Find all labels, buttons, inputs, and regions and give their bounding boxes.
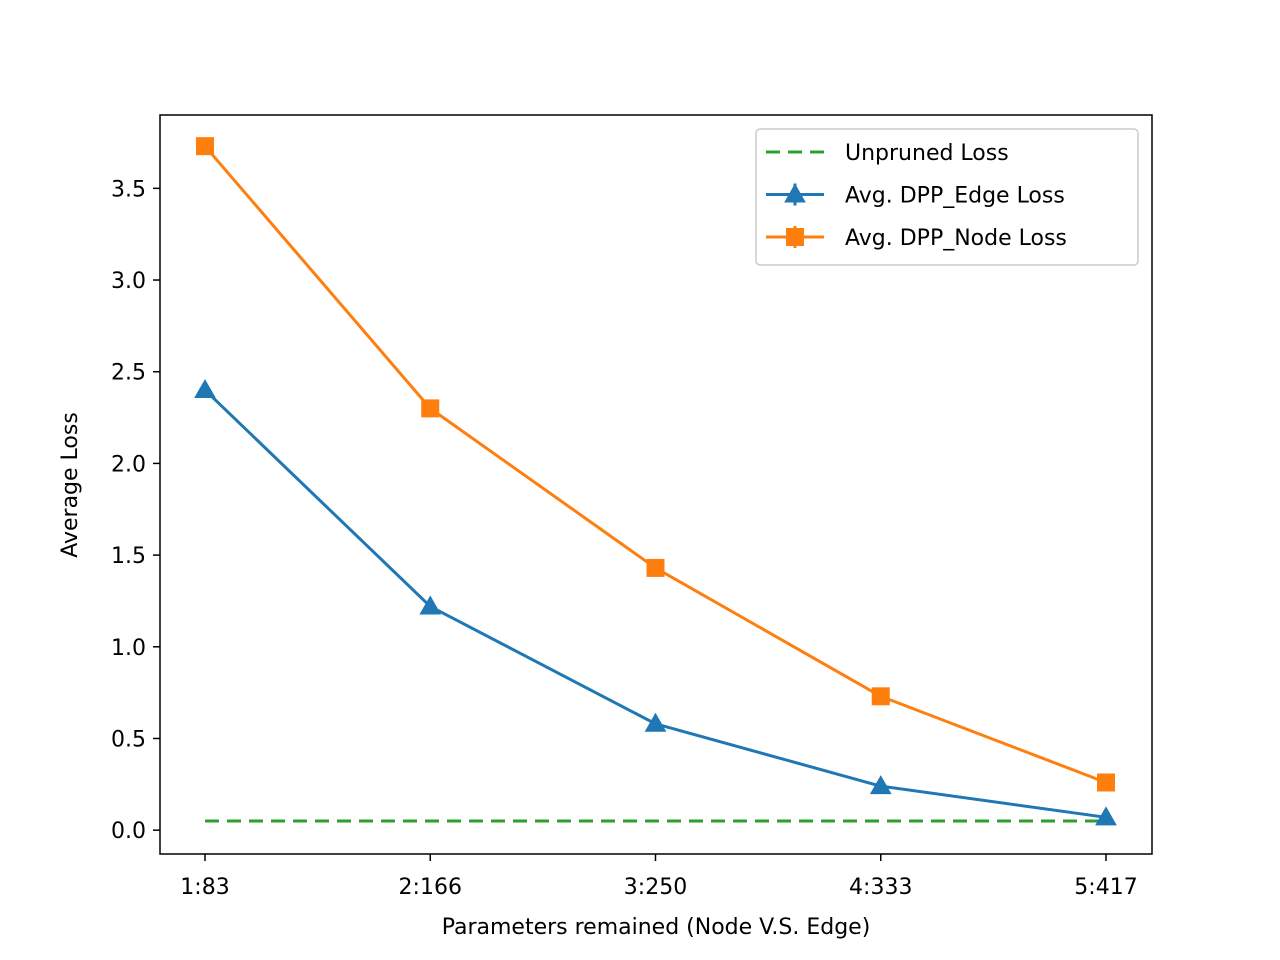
x-tick-label: 4:333 bbox=[849, 875, 912, 900]
legend: Unpruned Loss Avg. DPP_Edge Loss Avg. DPP_… bbox=[755, 128, 1139, 266]
y-tick-label: 3.5 bbox=[111, 177, 146, 202]
legend-label: Avg. DPP_Node Loss bbox=[845, 226, 1067, 251]
data-point bbox=[869, 775, 892, 795]
y-tick-label: 1.0 bbox=[111, 636, 146, 661]
y-tick-label: 0.0 bbox=[111, 819, 146, 844]
legend-marker bbox=[786, 228, 804, 246]
x-tick-label: 1:83 bbox=[180, 875, 229, 900]
data-point bbox=[194, 379, 216, 399]
x-tick-label: 2:166 bbox=[399, 875, 462, 900]
legend-item: Avg. DPP_Edge Loss bbox=[766, 183, 1065, 209]
y-tick-label: 3.0 bbox=[111, 269, 146, 294]
legend-frame bbox=[755, 128, 1139, 266]
series-1 bbox=[194, 379, 1117, 826]
data-point bbox=[1097, 773, 1115, 792]
legend-item: Unpruned Loss bbox=[766, 141, 1009, 166]
legend-label: Unpruned Loss bbox=[845, 141, 1009, 166]
data-point bbox=[421, 399, 440, 418]
x-axis-ticks: 1:83 2:166 3:250 4:333 5:417 bbox=[180, 854, 1138, 900]
data-point bbox=[419, 595, 442, 615]
x-tick-label: 5:417 bbox=[1074, 875, 1137, 900]
series-layer bbox=[194, 137, 1117, 826]
data-point bbox=[644, 712, 667, 732]
legend-item: Avg. DPP_Node Loss bbox=[766, 226, 1067, 251]
y-tick-label: 1.5 bbox=[111, 544, 146, 569]
y-tick-label: 0.5 bbox=[111, 727, 146, 752]
y-axis-label: Average Loss bbox=[58, 412, 83, 558]
data-point bbox=[1095, 806, 1117, 826]
y-tick-label: 2.0 bbox=[111, 452, 146, 477]
legend-label: Avg. DPP_Edge Loss bbox=[845, 184, 1065, 209]
legend-marker bbox=[784, 183, 806, 203]
data-point bbox=[646, 558, 665, 577]
data-point bbox=[871, 687, 890, 706]
x-tick-label: 3:250 bbox=[624, 875, 687, 900]
series-2 bbox=[196, 137, 1115, 792]
y-axis-ticks: 0.0 0.5 1.0 1.5 2.0 2.5 3.0 3.5 bbox=[111, 177, 160, 844]
data-point bbox=[196, 137, 214, 156]
x-axis-label: Parameters remained (Node V.S. Edge) bbox=[442, 915, 871, 940]
y-tick-label: 2.5 bbox=[111, 361, 146, 386]
